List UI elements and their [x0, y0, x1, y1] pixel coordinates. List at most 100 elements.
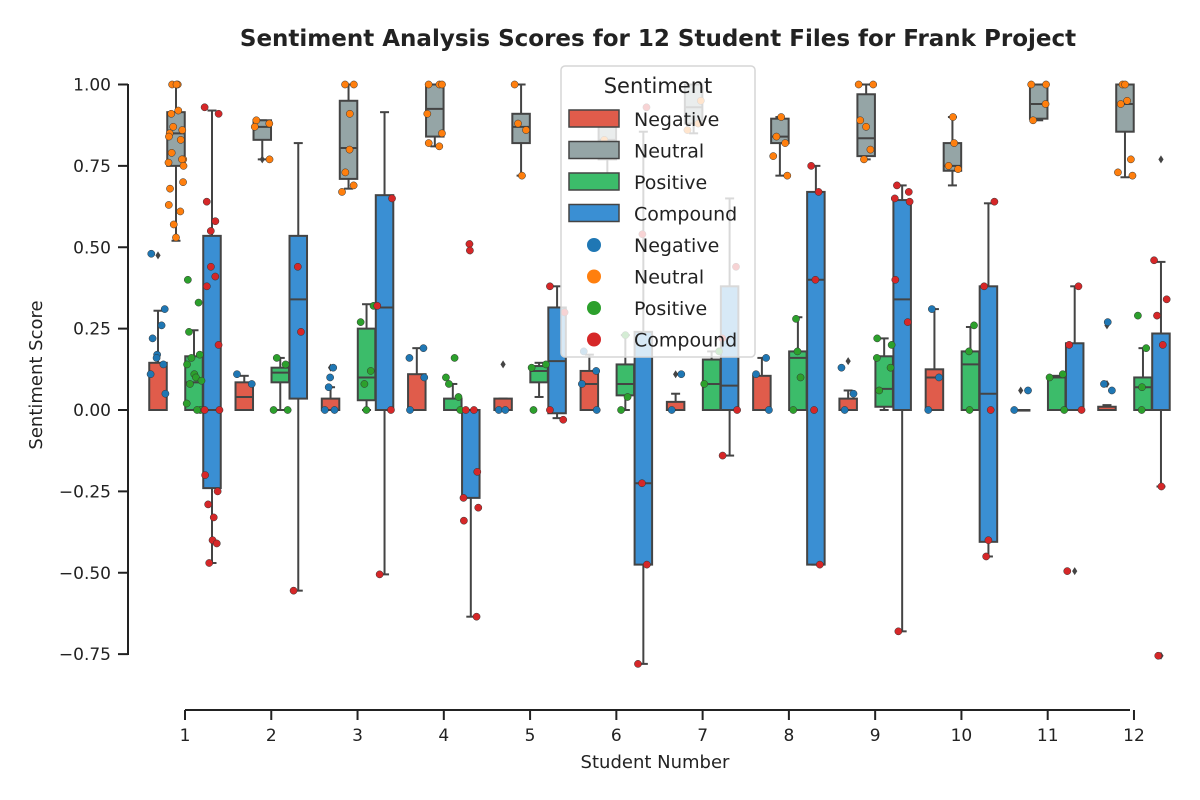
point-neutral: [435, 142, 444, 151]
legend-label-point-negative: Negative: [634, 235, 719, 257]
y-tick-label: 0.25: [73, 320, 111, 340]
legend-swatch-point-compound: [587, 332, 601, 347]
point-compound: [1153, 311, 1161, 320]
point-negative: [405, 354, 414, 362]
point-neutral: [856, 116, 865, 125]
point-compound: [388, 194, 396, 203]
point-negative: [1024, 386, 1032, 395]
x-tick-label: 8: [783, 726, 794, 746]
point-neutral: [167, 149, 176, 157]
point-compound: [204, 500, 212, 509]
point-positive: [700, 380, 709, 388]
point-negative: [849, 389, 858, 398]
point-neutral: [250, 122, 259, 131]
point-compound: [202, 197, 211, 206]
outlier-marker: [1158, 155, 1164, 164]
point-positive: [442, 373, 450, 382]
outlier-marker: [155, 251, 161, 260]
x-tick-label: 12: [1123, 726, 1145, 746]
x-tick-label: 6: [611, 726, 622, 746]
point-neutral: [1027, 80, 1036, 89]
box-body: [579, 369, 600, 412]
point-compound: [638, 479, 646, 488]
point-negative: [326, 373, 334, 382]
point-positive: [193, 406, 201, 414]
point-neutral: [1127, 155, 1135, 164]
point-negative: [329, 363, 338, 372]
point-compound: [211, 217, 220, 226]
point-compound: [984, 536, 993, 545]
point-positive: [1137, 406, 1146, 414]
point-compound: [373, 301, 382, 310]
box-compound-student-4: [461, 239, 481, 618]
outlier-marker: [259, 155, 265, 164]
box-body: [960, 350, 981, 412]
point-compound: [1158, 341, 1167, 349]
point-compound: [903, 318, 912, 326]
point-neutral: [866, 145, 875, 154]
point-neutral: [178, 155, 186, 164]
point-compound: [212, 539, 221, 548]
box-neutral-student-10: [942, 116, 963, 187]
point-neutral: [164, 158, 173, 167]
point-positive: [617, 406, 625, 414]
outlier-marker: [1072, 567, 1078, 576]
point-neutral: [862, 122, 870, 131]
point-compound: [718, 451, 727, 460]
box-positive-student-12: [1133, 347, 1153, 412]
box-negative-student-6: [579, 353, 600, 412]
point-compound: [1162, 295, 1171, 304]
point-negative: [330, 406, 339, 414]
point-positive: [529, 406, 538, 414]
point-compound: [810, 406, 818, 414]
point-compound: [1074, 282, 1083, 291]
point-positive: [1060, 406, 1069, 414]
point-neutral: [1041, 100, 1050, 108]
point-positive: [1138, 383, 1146, 392]
legend-label-point-positive: Positive: [634, 298, 707, 320]
point-compound: [891, 275, 900, 284]
box-compound-student-1: [202, 109, 222, 564]
x-tick-label: 2: [266, 726, 277, 746]
point-positive: [366, 367, 375, 375]
outlier-marker: [500, 360, 506, 369]
point-neutral: [1121, 80, 1129, 89]
y-tick-label: 1.00: [73, 76, 111, 96]
box-negative-student-10: [924, 308, 945, 411]
point-neutral: [345, 145, 354, 154]
point-compound: [297, 328, 305, 336]
legend-swatch-box-positive: [568, 172, 620, 191]
point-neutral: [949, 113, 957, 121]
point-negative: [1100, 380, 1108, 388]
point-neutral: [176, 207, 185, 216]
point-positive: [875, 386, 884, 395]
point-positive: [1134, 311, 1142, 320]
point-compound: [811, 275, 820, 284]
point-positive: [1045, 373, 1054, 382]
point-compound: [980, 282, 988, 291]
point-positive: [183, 360, 191, 369]
box-body: [1064, 342, 1085, 411]
point-neutral: [252, 116, 261, 125]
point-neutral: [772, 132, 781, 141]
box-body: [806, 190, 826, 566]
point-compound: [986, 406, 995, 414]
x-axis-label: Student Number: [581, 752, 730, 773]
x-tick-label: 10: [951, 726, 973, 746]
legend: Sentiment Negative Neutral Positive Compound…: [560, 65, 756, 358]
box-negative-student-12: [1097, 321, 1117, 411]
chart-title: Sentiment Analysis Scores for 12 Student…: [240, 26, 1076, 52]
point-compound: [461, 406, 470, 414]
point-positive: [360, 380, 369, 388]
point-neutral: [854, 80, 863, 89]
point-neutral: [424, 139, 433, 147]
box-body: [752, 374, 772, 412]
point-compound: [214, 341, 223, 349]
point-positive: [873, 354, 881, 362]
point-positive: [873, 334, 882, 343]
point-compound: [205, 559, 214, 567]
point-negative: [324, 383, 333, 392]
point-compound: [904, 188, 913, 196]
